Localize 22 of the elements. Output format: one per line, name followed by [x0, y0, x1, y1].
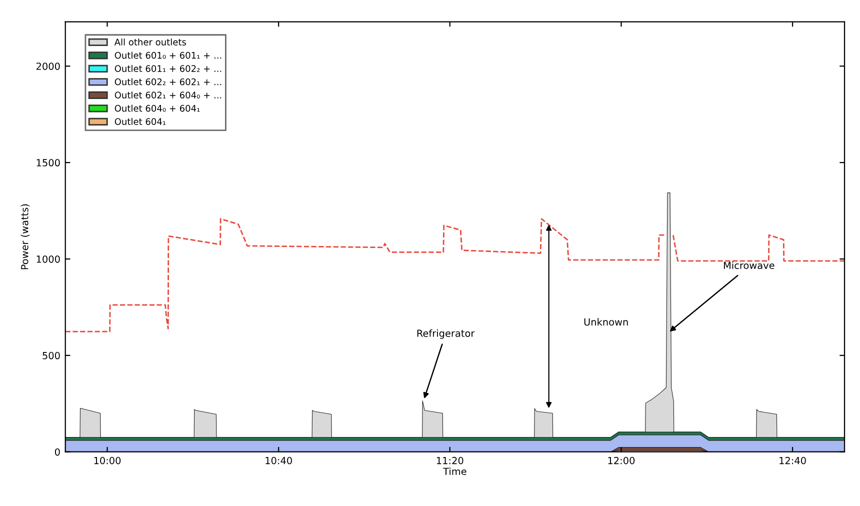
x-tick-label: 12:40: [780, 456, 806, 464]
annotation: Unknown: [584, 318, 628, 326]
legend-label: All other outlets: [114, 38, 186, 46]
legend-label: Outlet 601₁ + 602₂ + ...: [114, 64, 222, 72]
legend-label: Outlet 604₀ + 604₁: [114, 104, 200, 112]
x-tick-label: 10:40: [266, 456, 292, 464]
y-tick-label: 2000: [36, 62, 60, 70]
x-axis-title: Time: [443, 468, 466, 476]
legend-label: Outlet 601₀ + 601₁ + ...: [114, 52, 222, 59]
annotation: Refrigerator: [417, 329, 475, 339]
x-tick-label: 11:20: [436, 456, 464, 464]
x-tick-label: 10:00: [94, 456, 121, 464]
annotation: Microwave: [724, 262, 774, 270]
y-tick-label: 0: [54, 448, 60, 456]
x-tick-label: 12:00: [608, 456, 635, 464]
legend-label: Outlet 602₂ + 602₁ + ...: [114, 78, 222, 86]
y-tick-label: 1000: [36, 255, 60, 263]
legend-label: Outlet 604₁: [114, 118, 166, 125]
y-tick-label: 500: [42, 352, 60, 360]
y-axis-title: Power (watts): [20, 204, 30, 270]
legend-label: Outlet 602₁ + 604₀ + ...: [114, 91, 222, 98]
y-tick-label: 1500: [36, 159, 60, 166]
